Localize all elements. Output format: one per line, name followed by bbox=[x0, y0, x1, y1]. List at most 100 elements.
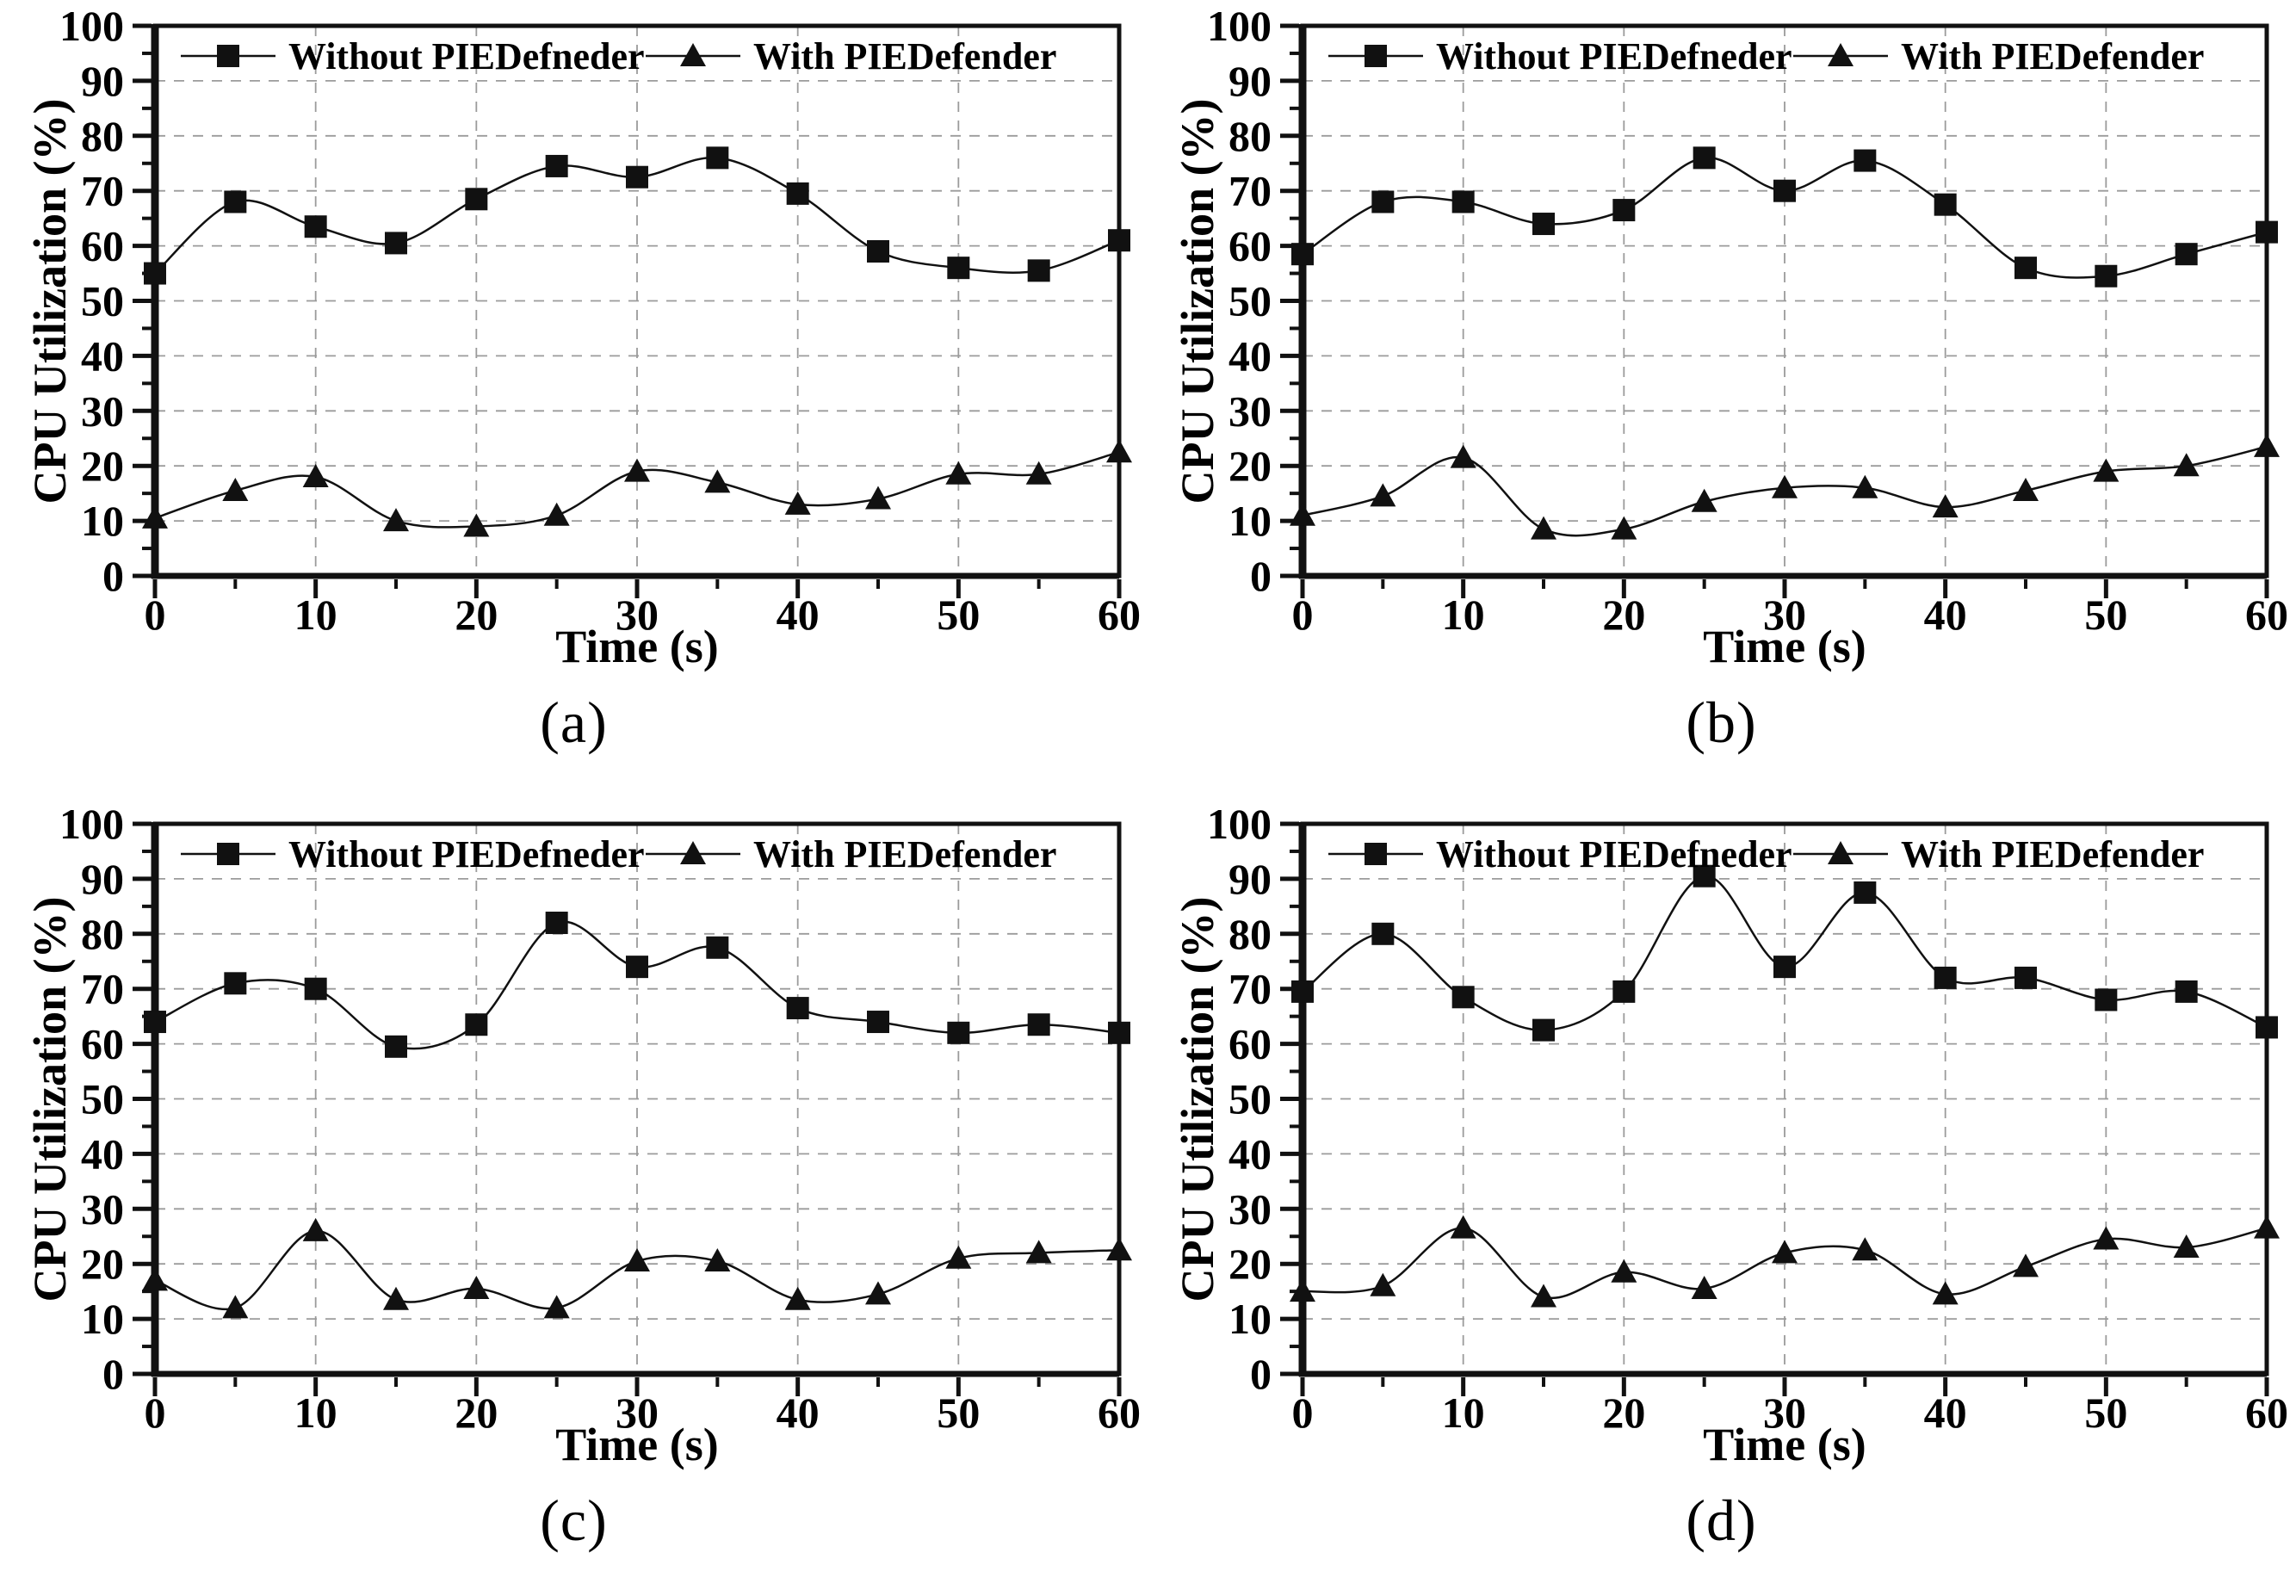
x-tick-label: 10 bbox=[294, 591, 337, 639]
x-tick-label: 10 bbox=[1442, 591, 1485, 639]
tick-labels: 0 10 20 30 40 50 60 70 80 90 100 0 10 20 30 40 50 60 bbox=[1207, 800, 2288, 1437]
y-tick-label: 70 bbox=[1228, 965, 1272, 1013]
y-tick-label: 70 bbox=[1228, 167, 1272, 215]
y-tick-label: 100 bbox=[1207, 800, 1272, 848]
y-tick-label: 30 bbox=[1228, 387, 1272, 435]
x-tick-label: 60 bbox=[1098, 1389, 1141, 1437]
x-axis-title: Time (s) bbox=[1703, 1419, 1866, 1470]
chart-b-text-layer: Without PIEDefneder With PIEDefender Tim… bbox=[1172, 35, 2204, 672]
x-tick-label: 30 bbox=[616, 591, 659, 639]
series-0-square bbox=[1291, 146, 2278, 288]
y-tick-label: 40 bbox=[1228, 1129, 1272, 1178]
x-tick-label: 30 bbox=[1763, 591, 1806, 639]
y-tick-label: 0 bbox=[102, 552, 124, 600]
y-axis-title: CPU Utilization (%) bbox=[24, 897, 76, 1302]
x-tick-label: 40 bbox=[777, 1389, 820, 1437]
y-tick-label: 10 bbox=[1228, 497, 1272, 545]
y-tick-label: 60 bbox=[81, 222, 124, 270]
chart-c-canvas: 0 10 20 30 40 50 60 70 80 90 100 0 10 20 30 40 50 60 With… bbox=[24, 800, 1141, 1470]
axis-ticks bbox=[133, 821, 1122, 1396]
y-tick-label: 50 bbox=[1228, 277, 1272, 325]
chart-panel-a: 0 10 20 30 40 50 60 70 80 90 100 0 10 20 30 40 50 60 With… bbox=[0, 0, 1148, 798]
y-tick-label: 40 bbox=[81, 331, 124, 380]
y-tick-label: 10 bbox=[81, 497, 124, 545]
legend-markers bbox=[181, 841, 740, 865]
y-tick-label: 60 bbox=[1228, 1020, 1272, 1068]
x-tick-label: 30 bbox=[616, 1389, 659, 1437]
legend-label-without: Without PIEDefneder bbox=[1436, 35, 1792, 77]
y-tick-label: 80 bbox=[81, 910, 124, 958]
grid-lines bbox=[1303, 824, 2267, 1374]
grid-lines bbox=[155, 824, 1119, 1374]
y-tick-label: 90 bbox=[1228, 57, 1272, 105]
y-axis-title: CPU Utilization (%) bbox=[24, 99, 76, 504]
legend-markers bbox=[1328, 43, 1888, 67]
series-1-triangle bbox=[1290, 433, 2280, 540]
y-tick-label: 50 bbox=[81, 277, 124, 325]
y-tick-label: 90 bbox=[1228, 855, 1272, 903]
chart-caption-d: (d) bbox=[1686, 1488, 1757, 1553]
y-tick-label: 80 bbox=[81, 112, 124, 160]
x-tick-label: 10 bbox=[1442, 1389, 1485, 1437]
legend-markers bbox=[1328, 841, 1888, 865]
tick-labels: 0 10 20 30 40 50 60 70 80 90 100 0 10 20 30 40 50 60 bbox=[1207, 2, 2288, 639]
series-0-square bbox=[1291, 864, 2278, 1042]
chart-c-text-layer: Without PIEDefneder With PIEDefender Tim… bbox=[24, 833, 1056, 1470]
chart-caption-a: (a) bbox=[540, 690, 608, 755]
series-1-triangle bbox=[142, 1217, 1132, 1319]
tick-labels: 0 10 20 30 40 50 60 70 80 90 100 0 10 20 30 40 50 60 bbox=[59, 2, 1141, 639]
chart-d-text-layer: Without PIEDefneder With PIEDefender Tim… bbox=[1172, 833, 2204, 1470]
y-tick-label: 80 bbox=[1228, 910, 1272, 958]
series-line-0 bbox=[1302, 875, 2268, 1031]
series-0-square bbox=[144, 146, 1130, 285]
x-tick-label: 20 bbox=[1602, 591, 1645, 639]
legend-label-without: Without PIEDefneder bbox=[288, 833, 645, 875]
y-tick-label: 20 bbox=[1228, 442, 1272, 490]
y-tick-label: 60 bbox=[81, 1020, 124, 1068]
legend-markers bbox=[181, 43, 740, 67]
chart-panel-b: 0 10 20 30 40 50 60 70 80 90 100 0 10 20 30 40 50 60 With… bbox=[1148, 0, 2295, 798]
y-tick-label: 60 bbox=[1228, 222, 1272, 270]
y-tick-label: 90 bbox=[81, 855, 124, 903]
grid-lines bbox=[155, 26, 1119, 576]
x-tick-label: 50 bbox=[2084, 1389, 2127, 1437]
x-tick-label: 0 bbox=[1292, 591, 1314, 639]
x-tick-label: 10 bbox=[294, 1389, 337, 1437]
axes-frame bbox=[151, 23, 1122, 579]
x-tick-label: 50 bbox=[937, 591, 980, 639]
y-tick-label: 90 bbox=[81, 57, 124, 105]
axes-frame bbox=[1298, 23, 2269, 579]
y-tick-label: 40 bbox=[81, 1129, 124, 1178]
y-tick-label: 20 bbox=[81, 442, 124, 490]
legend-label-without: Without PIEDefneder bbox=[288, 35, 645, 77]
y-axis-title: CPU Utilization (%) bbox=[1172, 99, 1223, 504]
y-tick-label: 50 bbox=[1228, 1075, 1272, 1123]
x-axis-title: Time (s) bbox=[1703, 621, 1866, 672]
chart-a-canvas: 0 10 20 30 40 50 60 70 80 90 100 0 10 20 30 40 50 60 With… bbox=[24, 2, 1141, 672]
tick-labels: 0 10 20 30 40 50 60 70 80 90 100 0 10 20 30 40 50 60 bbox=[59, 800, 1141, 1437]
y-tick-label: 30 bbox=[81, 387, 124, 435]
y-tick-label: 20 bbox=[81, 1240, 124, 1288]
y-tick-label: 100 bbox=[59, 800, 124, 848]
y-tick-label: 70 bbox=[81, 167, 124, 215]
y-tick-label: 10 bbox=[1228, 1295, 1272, 1343]
legend-label-with: With PIEDefender bbox=[1901, 833, 2204, 875]
series-1-triangle bbox=[1290, 1215, 2280, 1308]
y-axis-title: CPU Utilization (%) bbox=[1172, 897, 1223, 1302]
series-1-triangle bbox=[142, 439, 1132, 537]
chart-caption-b: (b) bbox=[1686, 690, 1757, 755]
legend-label-with: With PIEDefender bbox=[753, 833, 1056, 875]
x-tick-label: 0 bbox=[145, 591, 166, 639]
y-tick-label: 80 bbox=[1228, 112, 1272, 160]
chart-panel-c: 0 10 20 30 40 50 60 70 80 90 100 0 10 20 30 40 50 60 With… bbox=[0, 798, 1148, 1596]
y-tick-label: 100 bbox=[59, 2, 124, 50]
chart-d-canvas: 0 10 20 30 40 50 60 70 80 90 100 0 10 20 30 40 50 60 With… bbox=[1172, 800, 2288, 1470]
y-tick-label: 50 bbox=[81, 1075, 124, 1123]
chart-caption-c: (c) bbox=[540, 1488, 608, 1553]
y-tick-label: 30 bbox=[1228, 1185, 1272, 1233]
chart-panel-d: 0 10 20 30 40 50 60 70 80 90 100 0 10 20 30 40 50 60 With… bbox=[1148, 798, 2295, 1596]
x-tick-label: 40 bbox=[777, 591, 820, 639]
chart-b-canvas: 0 10 20 30 40 50 60 70 80 90 100 0 10 20 30 40 50 60 With… bbox=[1172, 2, 2288, 672]
x-axis-title: Time (s) bbox=[555, 621, 718, 672]
